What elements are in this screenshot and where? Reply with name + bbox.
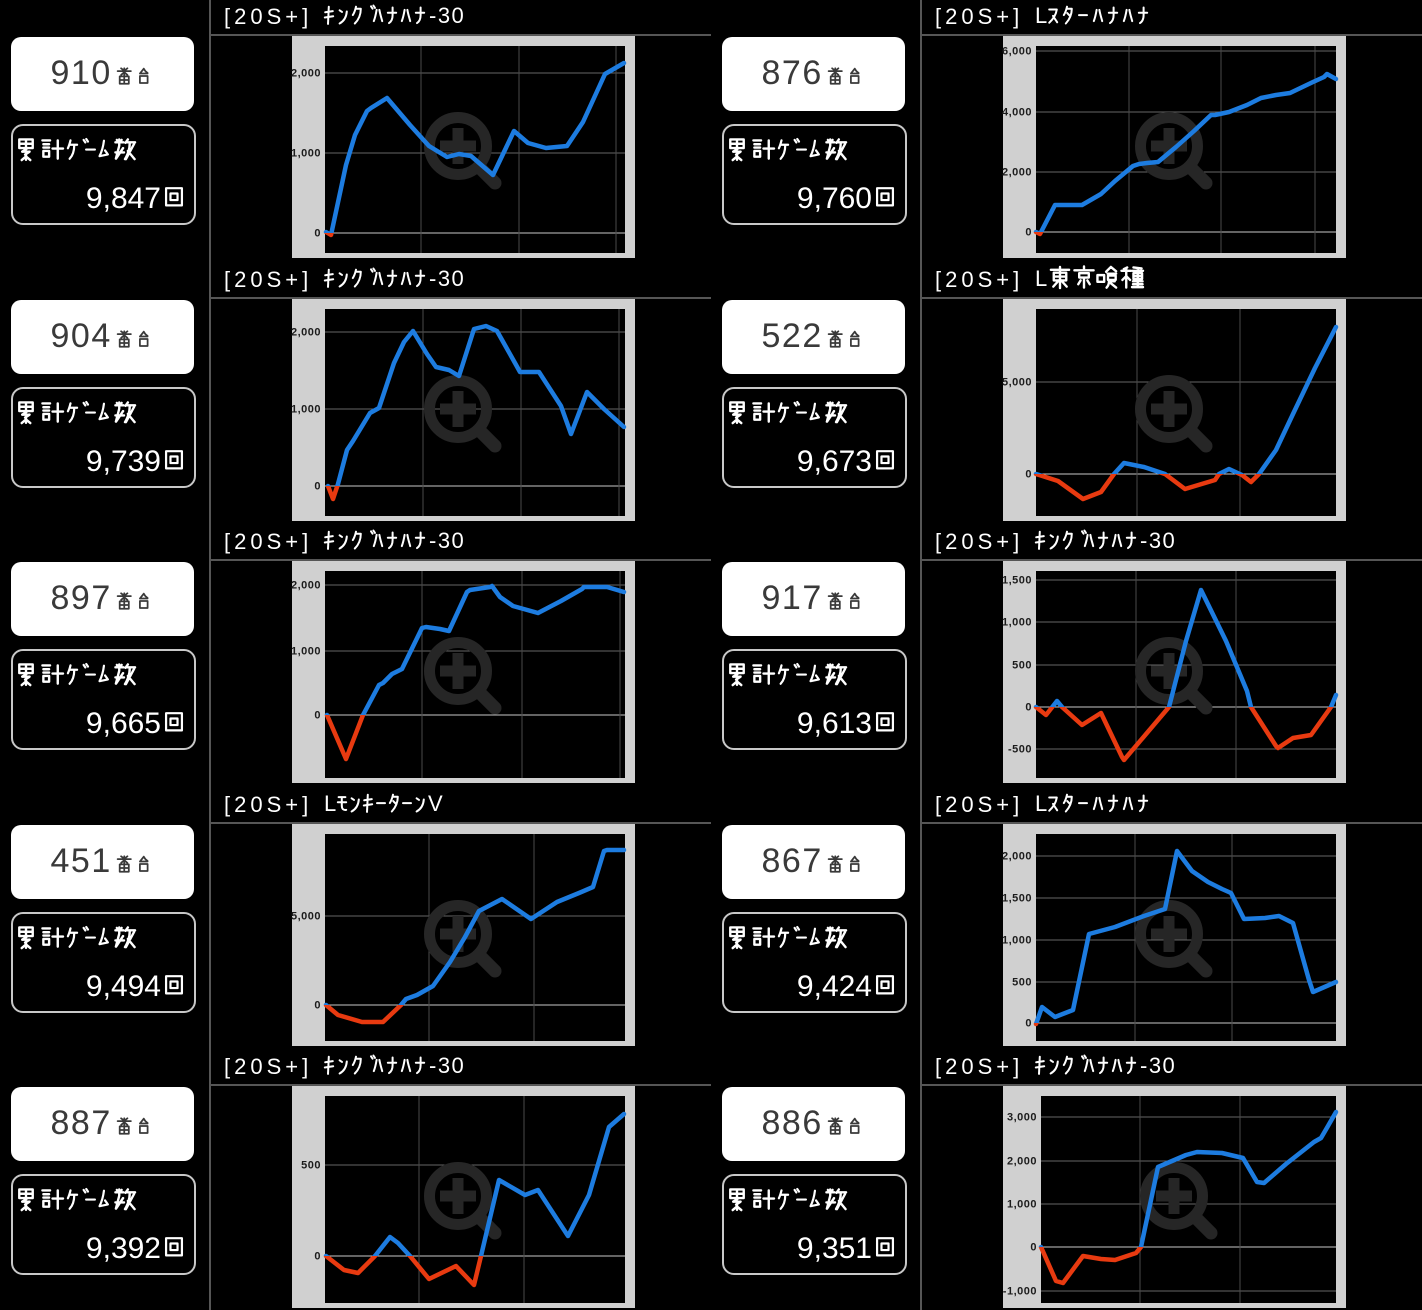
svg-text:9,351: 9,351	[797, 1232, 872, 1265]
svg-text:-30: -30	[429, 1053, 465, 1078]
svg-text:0: 0	[1025, 469, 1032, 481]
svg-text:2,000: 2,000	[291, 68, 321, 80]
svg-text:2,000: 2,000	[291, 327, 321, 339]
svg-text:9,424: 9,424	[797, 970, 872, 1003]
svg-text:[20S+]: [20S+]	[224, 529, 312, 554]
svg-text:9,847: 9,847	[86, 182, 161, 215]
svg-text:L: L	[1035, 3, 1049, 28]
svg-text:1,000: 1,000	[1002, 935, 1032, 947]
svg-text:9,760: 9,760	[797, 182, 872, 215]
svg-text:2,000: 2,000	[291, 580, 321, 592]
svg-text:0: 0	[314, 481, 321, 493]
svg-text:[20S+]: [20S+]	[935, 4, 1023, 29]
svg-text:876: 876	[762, 54, 823, 92]
svg-text:5,000: 5,000	[1002, 377, 1032, 389]
svg-text:0: 0	[1025, 227, 1032, 239]
svg-text:[20S+]: [20S+]	[935, 1054, 1023, 1079]
svg-text:0: 0	[314, 228, 321, 240]
svg-text:0: 0	[1025, 1018, 1032, 1030]
svg-text:0: 0	[314, 1000, 321, 1012]
svg-text:887: 887	[51, 1104, 112, 1142]
svg-text:1,000: 1,000	[1007, 1199, 1037, 1211]
svg-text:6,000: 6,000	[1002, 46, 1032, 58]
svg-text:9,613: 9,613	[797, 707, 872, 740]
svg-text:-30: -30	[429, 528, 465, 553]
svg-text:886: 886	[762, 1104, 823, 1142]
svg-text:V: V	[428, 791, 444, 816]
svg-text:4,000: 4,000	[1002, 107, 1032, 119]
svg-text:1,500: 1,500	[1002, 575, 1032, 587]
svg-text:1,000: 1,000	[291, 148, 321, 160]
svg-text:-30: -30	[1140, 1053, 1176, 1078]
svg-text:9,739: 9,739	[86, 445, 161, 478]
svg-text:L: L	[1035, 791, 1049, 816]
svg-text:[20S+]: [20S+]	[935, 267, 1023, 292]
svg-text:L: L	[1035, 266, 1049, 291]
svg-text:0: 0	[314, 1251, 321, 1263]
svg-text:522: 522	[762, 317, 823, 355]
svg-text:5,000: 5,000	[291, 911, 321, 923]
svg-text:867: 867	[762, 842, 823, 880]
svg-text:[20S+]: [20S+]	[935, 792, 1023, 817]
svg-text:500: 500	[301, 1160, 321, 1172]
svg-text:2,000: 2,000	[1007, 1156, 1037, 1168]
svg-text:-30: -30	[1140, 528, 1176, 553]
svg-text:0: 0	[1025, 702, 1032, 714]
svg-text:910: 910	[51, 54, 112, 92]
svg-text:-30: -30	[429, 266, 465, 291]
svg-text:904: 904	[51, 317, 112, 355]
svg-text:[20S+]: [20S+]	[224, 267, 312, 292]
svg-text:1,500: 1,500	[1002, 893, 1032, 905]
svg-text:500: 500	[1012, 977, 1032, 989]
svg-text:3,000: 3,000	[1007, 1112, 1037, 1124]
svg-text:[20S+]: [20S+]	[224, 4, 312, 29]
svg-text:917: 917	[762, 579, 823, 617]
svg-text:-1,000: -1,000	[1003, 1286, 1037, 1298]
svg-text:1,000: 1,000	[1002, 617, 1032, 629]
svg-text:2,000: 2,000	[1002, 851, 1032, 863]
svg-text:1,000: 1,000	[291, 404, 321, 416]
svg-text:-30: -30	[429, 3, 465, 28]
svg-text:0: 0	[314, 710, 321, 722]
svg-text:L: L	[324, 791, 338, 816]
svg-text:897: 897	[51, 579, 112, 617]
svg-text:[20S+]: [20S+]	[935, 529, 1023, 554]
svg-text:-500: -500	[1008, 744, 1032, 756]
svg-text:[20S+]: [20S+]	[224, 792, 312, 817]
svg-text:451: 451	[51, 842, 112, 880]
svg-text:2,000: 2,000	[1002, 167, 1032, 179]
svg-text:9,673: 9,673	[797, 445, 872, 478]
svg-text:0: 0	[1030, 1242, 1037, 1254]
svg-text:9,665: 9,665	[86, 707, 161, 740]
svg-text:9,392: 9,392	[86, 1232, 161, 1265]
svg-text:500: 500	[1012, 660, 1032, 672]
svg-text:9,494: 9,494	[86, 970, 161, 1003]
svg-text:1,000: 1,000	[291, 646, 321, 658]
svg-text:[20S+]: [20S+]	[224, 1054, 312, 1079]
